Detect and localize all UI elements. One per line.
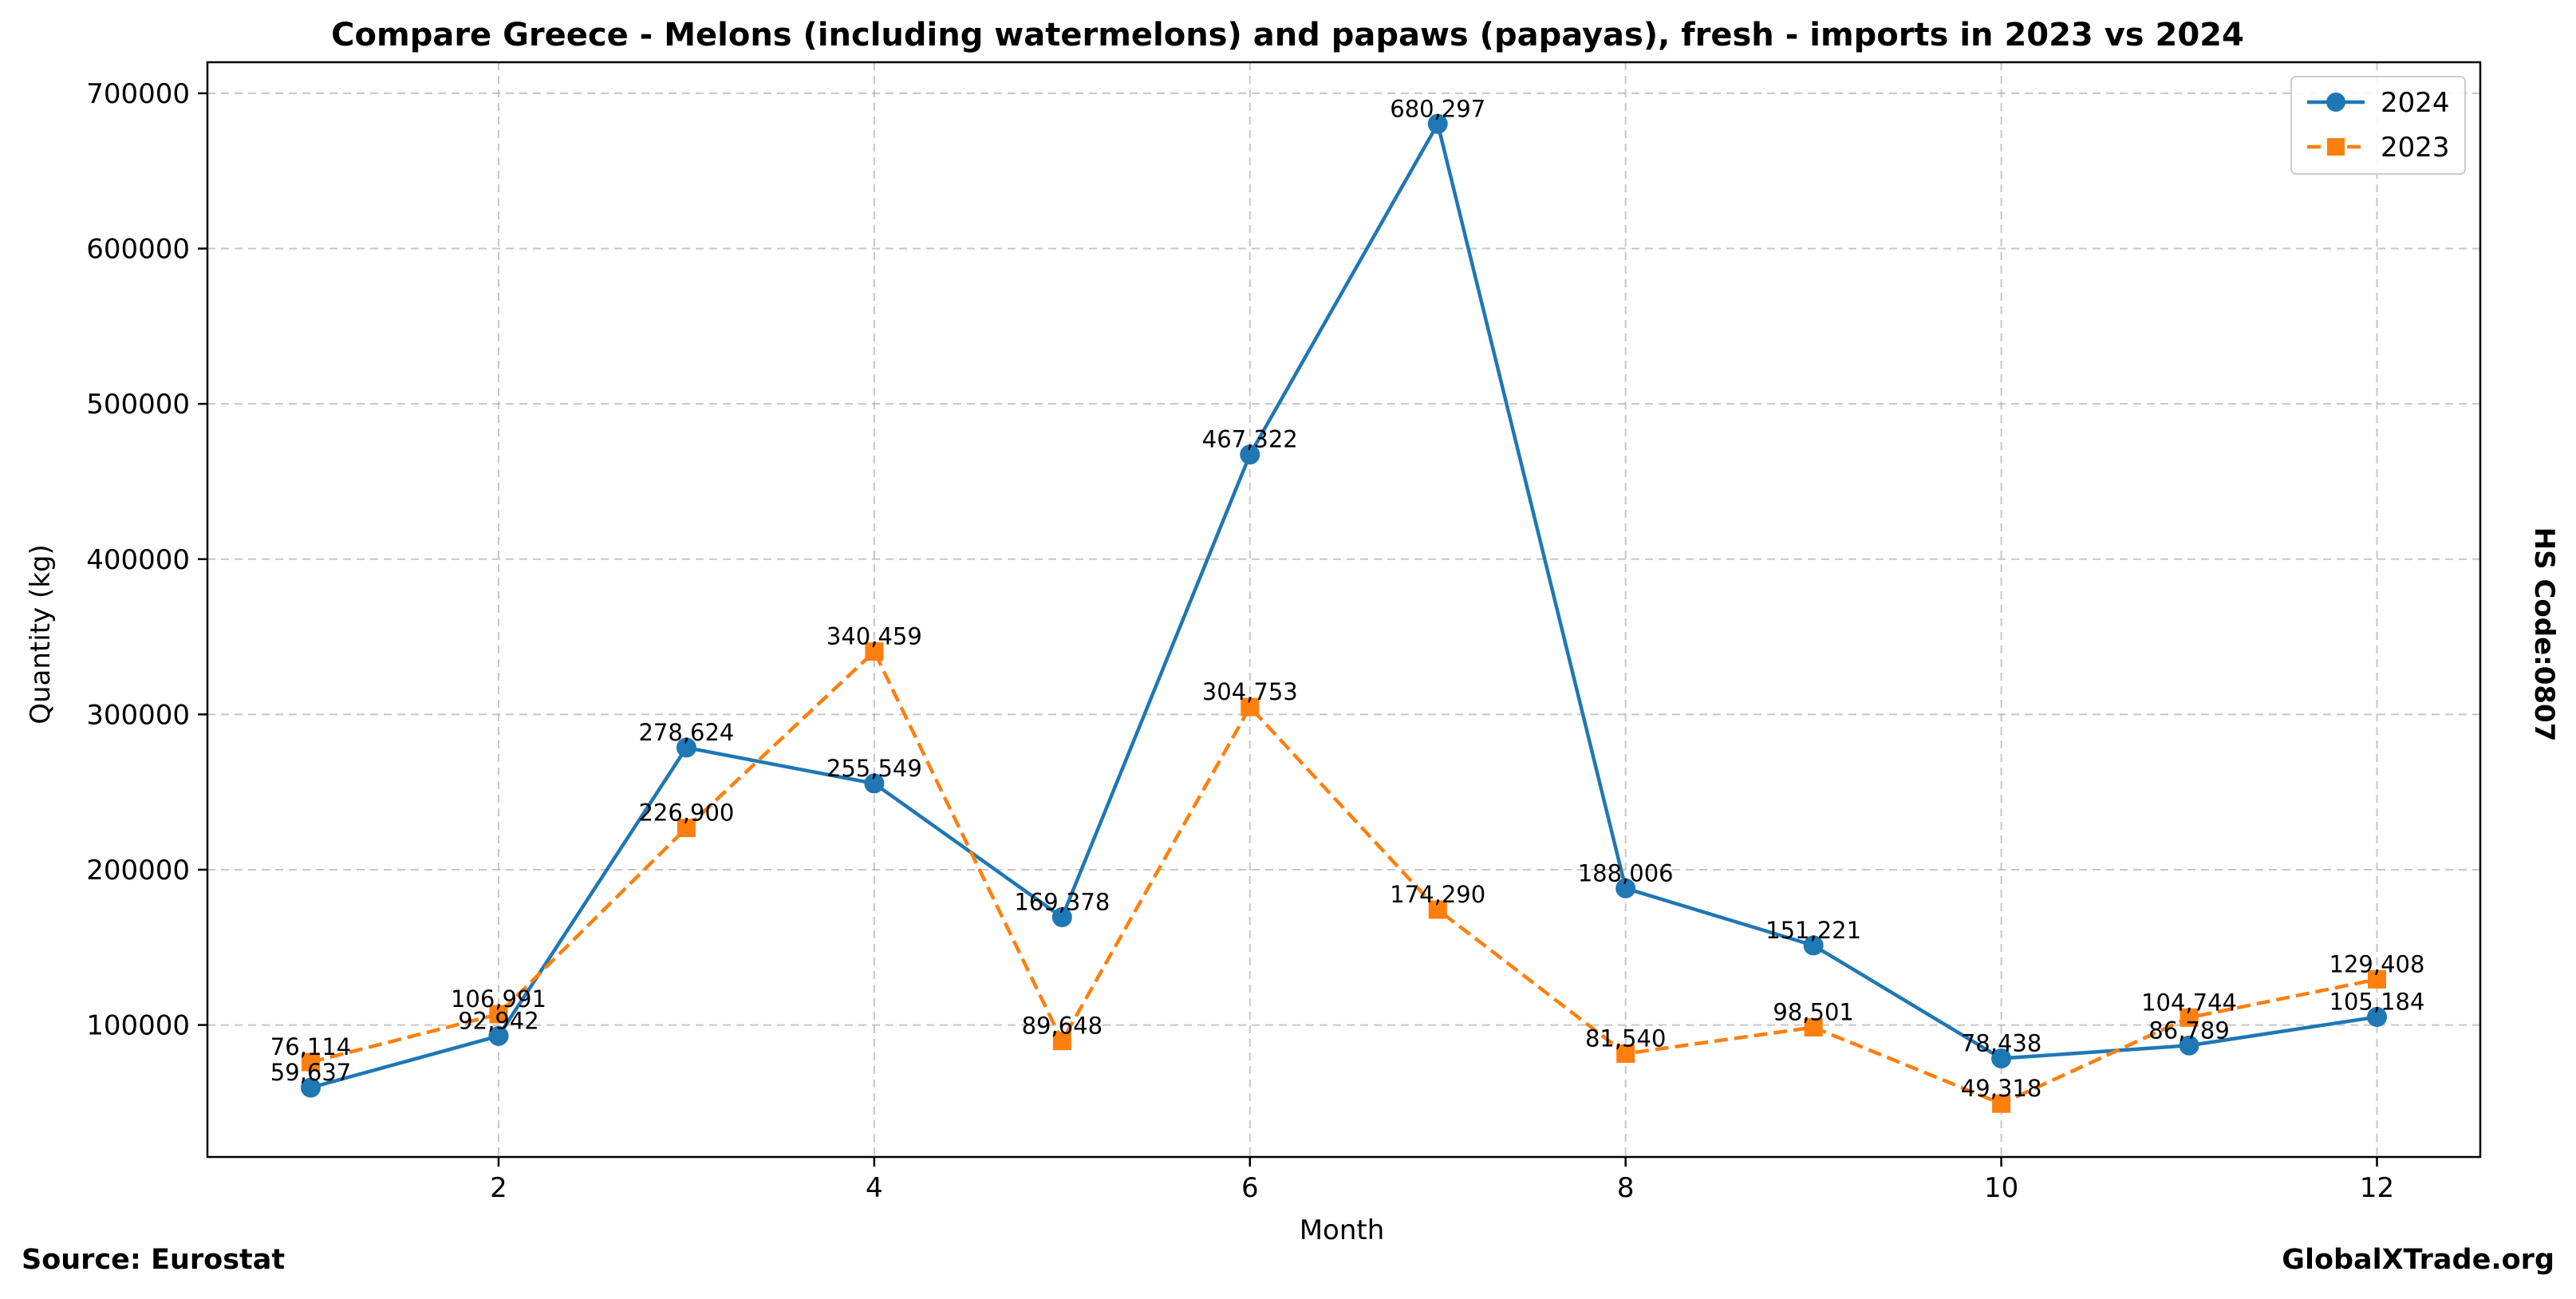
data-point-2024 — [2179, 1035, 2199, 1056]
axes: 2 4 6 8 10 12 100000 200000 300000 400000 500000 60… — [86, 61, 2482, 1204]
data-point-2023 — [489, 1005, 508, 1024]
data-label-2023: 340,459 — [826, 623, 922, 650]
data-label-2024: 680,297 — [1390, 95, 1485, 122]
series-line-2023 — [310, 650, 2377, 1106]
data-label-2023: 304,753 — [1202, 678, 1298, 705]
legend: 2024 2023 — [2290, 76, 2466, 175]
series-2023 — [302, 642, 2386, 1113]
series-2024 — [301, 113, 2387, 1098]
data-label-2023: 129,408 — [2329, 950, 2425, 977]
y-tick-label: 600000 — [86, 234, 190, 266]
data-label-2024: 92,942 — [458, 1007, 538, 1034]
data-label-2024: 151,221 — [1765, 917, 1861, 944]
data-label-2024: 255,549 — [826, 755, 922, 782]
x-tick-label: 10 — [1984, 1172, 2018, 1204]
x-tick-label: 2 — [490, 1172, 507, 1204]
data-label-2023: 89,648 — [1022, 1013, 1103, 1040]
x-tick-label: 12 — [2360, 1172, 2394, 1204]
legend-entry-2023: 2023 — [2307, 132, 2450, 164]
data-series — [301, 113, 2387, 1113]
data-label-2023: 106,991 — [451, 985, 546, 1013]
data-label-2024: 78,438 — [1961, 1030, 2041, 1057]
y-tick-label: 100000 — [86, 1010, 190, 1042]
data-label-2023: 98,501 — [1773, 998, 1853, 1025]
y-tick-label: 200000 — [86, 855, 190, 886]
data-label-2024: 169,378 — [1014, 889, 1110, 916]
data-label-2023: 174,290 — [1390, 881, 1485, 908]
data-point-2024 — [1803, 935, 1824, 956]
x-tick-label: 6 — [1241, 1172, 1259, 1204]
y-tick-label: 300000 — [86, 699, 190, 731]
data-point-2023 — [677, 819, 696, 838]
data-label-2023: 76,114 — [270, 1033, 351, 1060]
source-note: Source: Eurostat — [22, 1244, 285, 1276]
legend-marker-2023 — [2327, 138, 2345, 156]
data-label-2024: 188,006 — [1578, 859, 1674, 886]
data-point-2024 — [1991, 1048, 2012, 1069]
data-label-2023: 81,540 — [1585, 1025, 1666, 1052]
data-label-2024: 59,637 — [270, 1059, 351, 1086]
plot-frame — [206, 61, 2482, 1159]
data-point-2024 — [1051, 907, 1072, 928]
data-point-2023 — [1804, 1017, 1823, 1036]
data-point-2023 — [2180, 1008, 2199, 1027]
data-point-2023 — [2368, 969, 2386, 989]
data-point-2024 — [676, 737, 696, 758]
data-point-2024 — [1427, 113, 1448, 134]
data-labels: 59,637 92,942 278,624 255,549 169,378 467,322… — [270, 95, 2425, 1102]
series-line-2024 — [310, 122, 2377, 1090]
data-point-2024 — [2367, 1006, 2387, 1027]
data-point-2024 — [864, 773, 885, 794]
data-point-2023 — [1616, 1044, 1635, 1064]
data-point-2023 — [302, 1052, 320, 1072]
y-axis-label: Quantity (kg) — [25, 544, 57, 725]
hs-code-note: HS Code:0807 — [2528, 527, 2560, 742]
data-point-2023 — [1428, 900, 1447, 919]
data-label-2023: 104,744 — [2141, 989, 2237, 1016]
data-point-2023 — [1992, 1094, 2011, 1113]
data-point-2023 — [865, 642, 884, 661]
legend-label-2023: 2023 — [2381, 132, 2450, 164]
legend-marker-2024 — [2326, 93, 2345, 112]
data-point-2023 — [1052, 1032, 1071, 1051]
x-tick-label: 8 — [1617, 1172, 1635, 1204]
data-point-2023 — [1241, 697, 1260, 717]
y-tick-label: 400000 — [86, 544, 190, 576]
data-label-2023: 49,318 — [1961, 1075, 2041, 1102]
data-label-2024: 86,789 — [2148, 1017, 2229, 1044]
data-point-2024 — [488, 1025, 509, 1046]
site-credit: GlobalXTrade.org — [2282, 1244, 2554, 1276]
chart-title: Compare Greece - Melons (including water… — [331, 17, 2244, 53]
data-point-2024 — [1240, 444, 1260, 465]
data-label-2023: 226,900 — [638, 800, 734, 827]
x-axis-label: Month — [1300, 1214, 1385, 1246]
data-point-2024 — [1615, 878, 1636, 898]
x-tick-label: 4 — [866, 1172, 883, 1204]
data-point-2024 — [301, 1077, 321, 1098]
legend-entry-2024: 2024 — [2307, 87, 2450, 119]
data-label-2024: 467,322 — [1202, 426, 1298, 453]
legend-label-2024: 2024 — [2381, 87, 2450, 119]
y-tick-label: 700000 — [86, 78, 190, 110]
data-label-2024: 278,624 — [638, 719, 734, 746]
y-tick-label: 500000 — [86, 389, 190, 420]
data-label-2024: 105,184 — [2329, 988, 2425, 1015]
grid-lines — [207, 62, 2480, 1157]
